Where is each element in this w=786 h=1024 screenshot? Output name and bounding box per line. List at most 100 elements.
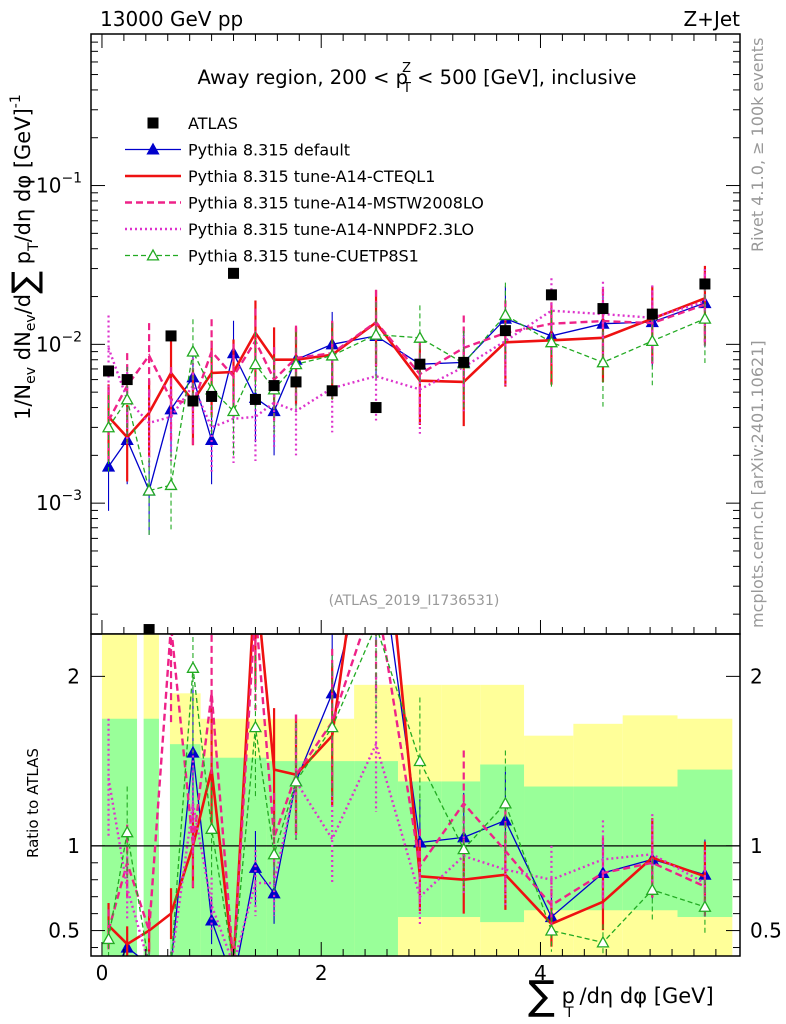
main-title: Away region, 200 < pZ T < 500 [GeV], incl… bbox=[197, 61, 636, 96]
xtick-label: 0 bbox=[96, 961, 109, 985]
default-ratio-point bbox=[248, 861, 263, 873]
atlas-point bbox=[187, 395, 199, 407]
atlas-point bbox=[103, 365, 115, 377]
main-ytick-label: 10−1 bbox=[36, 171, 82, 198]
cuetp8s1-ratio-point bbox=[166, 959, 177, 969]
mcplots-label: mcplots.cern.ch [arXiv:2401.10621] bbox=[748, 340, 767, 628]
atlas-point bbox=[597, 303, 609, 315]
cuetp8s1-ratio-point bbox=[457, 842, 471, 855]
cuetp8s1-point bbox=[413, 330, 427, 343]
ratio-ytick-label-right: 2 bbox=[750, 664, 763, 688]
ratio-frame bbox=[90, 633, 741, 957]
series-mstw bbox=[107, 272, 707, 466]
uncertainty-band-inner bbox=[480, 764, 525, 923]
atlas-point bbox=[121, 374, 133, 386]
default-ratio-point bbox=[166, 959, 177, 969]
default-point bbox=[204, 433, 219, 446]
cuetp8s1-point bbox=[120, 392, 134, 405]
rivet-label: Rivet 4.1.0, ≥ 100k events bbox=[748, 38, 767, 252]
cuetp8s1-ratio-point bbox=[413, 754, 427, 767]
uncertainty-band-inner bbox=[573, 786, 623, 911]
mstw-ratio-line bbox=[107, 634, 706, 956]
legend-marker-cuetp8s1 bbox=[146, 248, 160, 261]
ratio-bands bbox=[91, 634, 740, 956]
atlas-point bbox=[268, 380, 280, 392]
legend-label: ATLAS bbox=[188, 114, 238, 133]
cuetp8s1-point bbox=[289, 357, 303, 370]
cuetp8s1-ratio-point bbox=[645, 883, 659, 895]
cuetp8s1-ratio-point bbox=[144, 959, 155, 969]
cuetp8s1-point bbox=[142, 483, 156, 496]
cuetp8s1-ratio-point bbox=[248, 720, 263, 733]
cuetp8s1-point bbox=[186, 344, 200, 357]
title-sub: T bbox=[402, 81, 411, 96]
atlas-point bbox=[249, 393, 261, 405]
ratio-ytick-label-right: 0.5 bbox=[750, 919, 782, 943]
cuetp8s1-point bbox=[544, 335, 559, 348]
main-ytick-label: 10−3 bbox=[36, 488, 82, 515]
cuetp8s1-ratio-point bbox=[596, 935, 610, 948]
x-axis-title: ∑ p T/dη dφ [GeV] bbox=[528, 973, 714, 1021]
ratio-ytick-label-left: 2 bbox=[67, 664, 80, 688]
cuetp8s1-ratio-point bbox=[267, 847, 281, 860]
ratio-series-cuetp8s1 bbox=[101, 620, 712, 969]
atlas-point bbox=[699, 278, 711, 290]
cuetp8s1-point bbox=[369, 327, 383, 340]
legend-item-cuetp8s1: Pythia 8.315 tune-CUETP8S1 bbox=[125, 247, 419, 266]
legend-item-mstw: Pythia 8.315 tune-A14-MSTW2008LO bbox=[125, 194, 484, 213]
series-cteql1 bbox=[107, 265, 707, 482]
cuetp8s1-ratio-point bbox=[204, 822, 219, 834]
cuetp8s1-point bbox=[226, 404, 241, 417]
default-ratio-point bbox=[267, 886, 281, 899]
band-gap bbox=[137, 634, 144, 956]
cteql1-line bbox=[107, 297, 706, 440]
ratio-ytick-label-left: 0.5 bbox=[48, 919, 80, 943]
atlas-point bbox=[165, 330, 177, 342]
cuetp8s1-point bbox=[645, 334, 659, 347]
series-cuetp8s1 bbox=[101, 282, 712, 535]
ratio-y-axis-title: Ratio to ATLAS bbox=[24, 748, 42, 858]
ratio-ticks: 0.5 0.5 1 1 2 2 0 2 4 bbox=[48, 664, 782, 985]
ratio-ytick-label-right: 1 bbox=[750, 834, 763, 858]
main-ytick-label: 10−2 bbox=[36, 329, 82, 356]
cuetp8s1-ratio-point bbox=[498, 796, 512, 809]
xtick-label: 4 bbox=[534, 961, 547, 985]
uncertainty-band-inner bbox=[354, 761, 398, 956]
cuetp8s1-ratio-point bbox=[289, 774, 303, 787]
nnpdf-ratio-line bbox=[107, 740, 706, 956]
analysis-id: (ATLAS_2019_I1736531) bbox=[329, 593, 500, 609]
series-atlas bbox=[103, 267, 711, 634]
band-gap bbox=[158, 634, 170, 956]
cuetp8s1-point bbox=[248, 357, 263, 370]
atlas-point bbox=[326, 385, 338, 397]
legend-item-atlas: ATLAS bbox=[147, 114, 238, 133]
atlas-point bbox=[206, 390, 218, 402]
x-axis-title-text: ∑ p T/dη dφ [GeV] bbox=[528, 973, 714, 1021]
legend-label: Pythia 8.315 tune-A14-MSTW2008LO bbox=[188, 194, 484, 213]
legend-label: Pythia 8.315 tune-A14-CTEQL1 bbox=[188, 167, 435, 186]
default-ratio-point bbox=[371, 518, 382, 528]
default-ratio-point bbox=[228, 976, 239, 986]
atlas-point bbox=[414, 358, 426, 370]
main-series-layer bbox=[101, 265, 712, 634]
energy-label: 13000 GeV pp bbox=[100, 7, 243, 31]
uncertainty-band-inner bbox=[524, 786, 574, 911]
atlas-point bbox=[228, 267, 240, 279]
atlas-point bbox=[370, 402, 382, 414]
main-y-axis-title-text: 1/Nev dNev/d∑ pT/dη dφ [GeV]-1 bbox=[5, 94, 45, 420]
legend-item-nnpdf: Pythia 8.315 tune-A14-NNPDF2.3LO bbox=[125, 220, 474, 239]
default-ratio-point bbox=[144, 959, 155, 969]
legend: ATLAS Pythia 8.315 default Pythia 8.315 tu… bbox=[125, 114, 484, 266]
atlas-point bbox=[290, 376, 302, 388]
cuetp8s1-ratio-point bbox=[101, 932, 116, 945]
cuetp8s1-ratio-point bbox=[228, 959, 239, 969]
cuetp8s1-ratio-point bbox=[371, 620, 382, 630]
legend-swatch-atlas bbox=[147, 117, 159, 129]
process-label: Z+Jet bbox=[683, 7, 740, 31]
main-y-axis-title: 1/Nev dNev/d∑ pT/dη dφ [GeV]-1 bbox=[5, 94, 45, 420]
atlas-point bbox=[646, 308, 658, 320]
cuetp8s1-ratio-point bbox=[544, 923, 559, 936]
ratio-ytick-label-left: 1 bbox=[67, 834, 80, 858]
